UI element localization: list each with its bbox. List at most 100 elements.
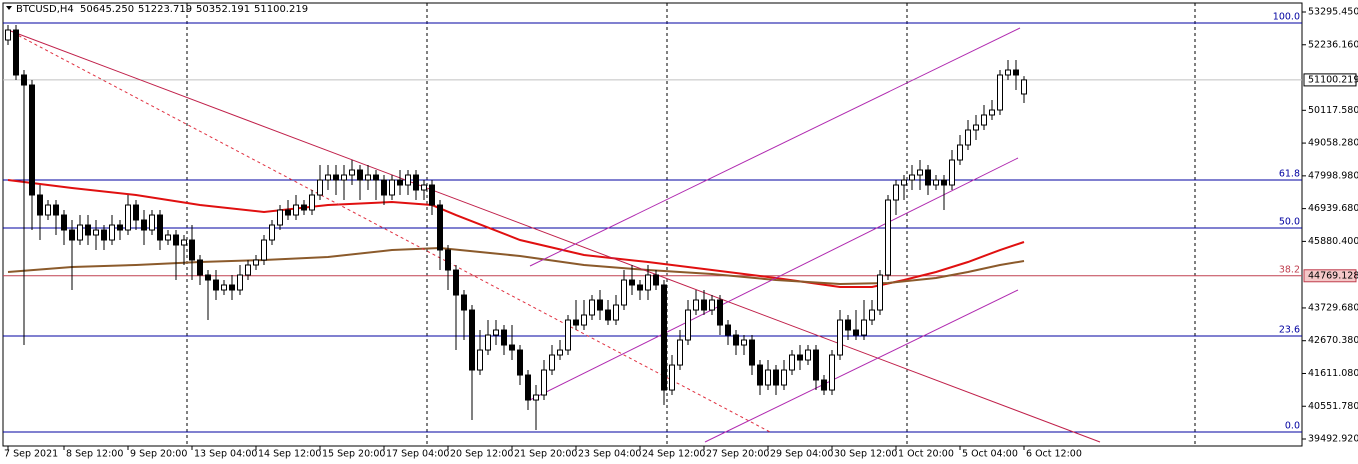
candle-body [797,354,803,361]
candle-body [229,284,235,291]
candle-body [581,314,587,326]
candle-body [773,369,779,386]
candle-body [645,274,651,291]
candle-body [85,224,91,236]
candle-body [45,204,51,216]
close-label: 51100.219 [254,4,308,15]
candle-body [125,204,131,231]
candle-body [61,214,67,231]
candle-body [789,354,795,371]
candle-body [925,169,931,186]
candle-body [493,329,499,336]
candle-body [13,29,19,76]
candle-body [901,179,907,186]
candle-body [333,174,339,181]
candle-body [213,279,219,291]
candle-body [1021,79,1027,95]
x-tick-label: 27 Sep 20:00 [706,449,769,460]
candle-body [1013,69,1019,76]
candle-body [597,299,603,311]
candle-body [637,284,643,291]
candle-body [405,174,411,186]
candle-body [677,339,683,366]
candle-body [781,369,787,386]
candle-body [269,224,275,241]
candle-body [141,219,147,231]
candle-body [509,344,515,351]
y-tick-label: 49058.280 [1308,138,1358,149]
candle-body [813,349,819,381]
x-tick-label: 29 Sep 04:00 [770,449,833,460]
candle-body [525,374,531,401]
candle-body [469,309,475,371]
x-tick-label: 6 Oct 12:00 [1026,449,1082,460]
y-tick-label: 53295.450 [1308,6,1358,17]
candle-body [413,174,419,191]
fib-price-label: 44769.128 [1308,270,1358,281]
candle-body [749,339,755,366]
candle-body [573,319,579,326]
candle-body [165,234,171,241]
x-tick-label: 20 Sep 12:00 [450,449,513,460]
fib-label: 23.6 [1279,325,1300,336]
candle-body [5,29,11,41]
candle-body [341,174,347,181]
candle-body [301,204,307,211]
x-tick-label: 8 Sep 12:00 [66,449,123,460]
candle-body [909,174,915,181]
candle-body [149,214,155,231]
candle-body [869,309,875,321]
y-tick-label: 52236.160 [1308,39,1358,50]
y-tick-label: 41611.080 [1308,368,1358,379]
x-tick-label: 1 Oct 20:00 [898,449,954,460]
candle-body [733,334,739,346]
candle-body [701,299,707,311]
candle-body [973,124,979,131]
candle-body [429,184,435,206]
candle-body [197,259,203,276]
candle-body [261,239,267,261]
candle-body [157,214,163,241]
candle-body [221,284,227,291]
candle-body [669,364,675,391]
candle-body [381,179,387,196]
channel-line [704,289,1019,443]
fib-label: 0.0 [1285,421,1300,432]
candle-body [37,194,43,216]
candle-body [501,329,507,346]
channel-line [529,157,1019,401]
over-layer [5,24,1027,431]
candle-body [317,179,323,196]
candle-body [517,349,523,376]
candle-body [549,354,555,371]
x-tick-label: 23 Sep 04:00 [578,449,641,460]
candle-body [397,179,403,186]
candle-body [485,334,491,351]
price-box [1303,73,1357,87]
x-tick-label: 13 Sep 04:00 [194,449,257,460]
candle-body [709,299,715,311]
open-label: 50645.250 [80,4,134,15]
candle-body [693,299,699,311]
x-tick-label: 9 Sep 20:00 [130,449,187,460]
price-label: 51100.219 [1308,74,1358,85]
candle-body [133,204,139,221]
candle-body [557,349,563,356]
fib-label: 100.0 [1273,11,1300,22]
candle-body [349,169,355,176]
candle-body [765,369,771,386]
candle-body [389,179,395,196]
separators [186,3,1196,446]
candle-body [965,129,971,146]
menu-arrow [6,6,12,10]
candle-body [237,274,243,291]
x-tick-label: 17 Sep 04:00 [386,449,449,460]
candle-body [181,239,187,246]
candle-body [77,224,83,241]
candle-body [21,74,27,86]
candle-body [69,229,75,241]
high-label: 51223.719 [138,4,192,15]
candle-body [725,324,731,336]
candle-body [629,279,635,286]
